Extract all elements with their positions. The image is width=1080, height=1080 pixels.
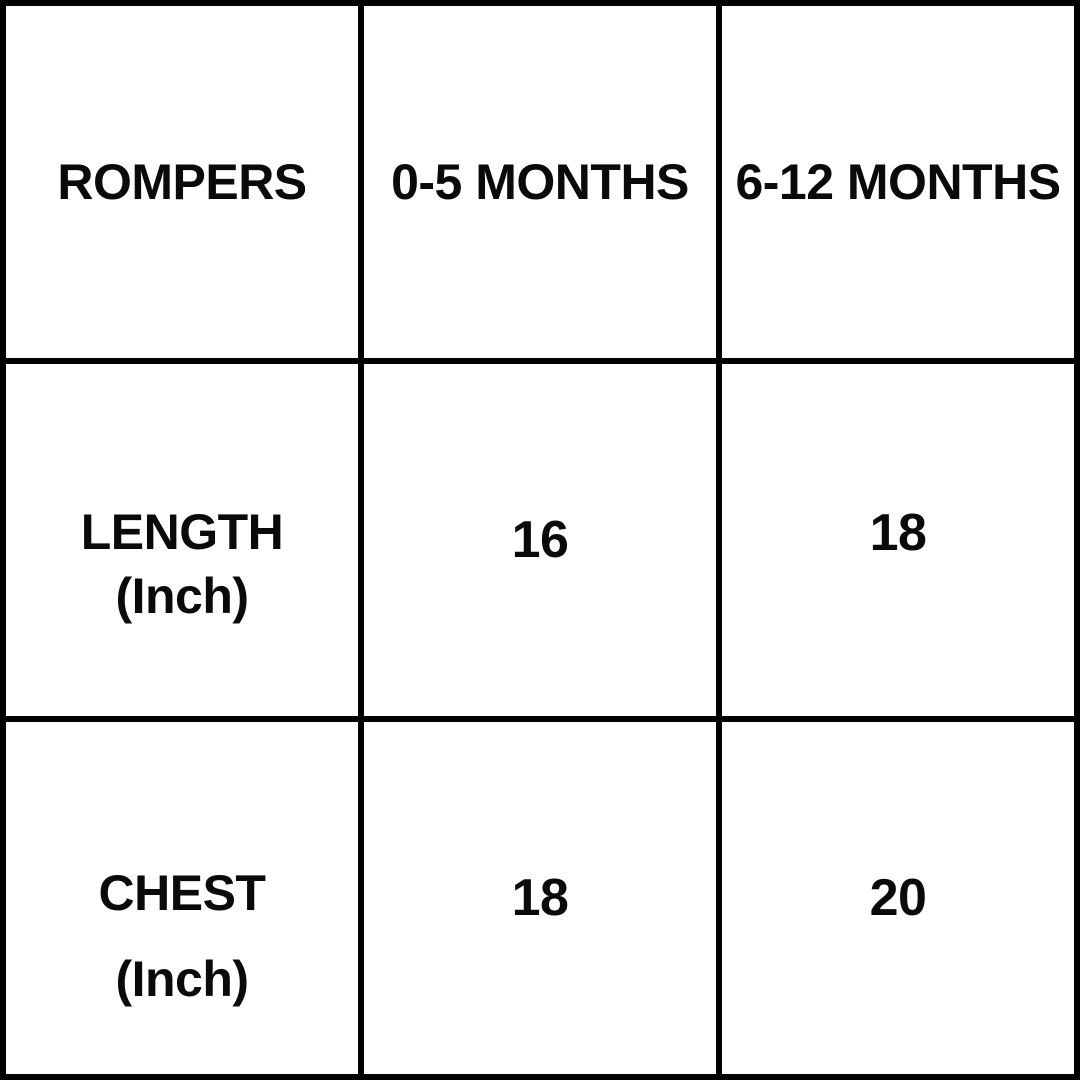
length-6-12-value: 18 (869, 504, 927, 562)
header-cell-6-12-months: 6-12 MONTHS (722, 6, 1074, 358)
length-0-5-value: 16 (511, 511, 569, 569)
length-label: LENGTH (Inch) (81, 503, 284, 625)
value-cell-length-0-5: 16 (364, 364, 716, 716)
value-cell-length-6-12: 18 (722, 364, 1074, 716)
chest-label: CHEST (Inch) (99, 864, 266, 1008)
header-cell-0-5-months: 0-5 MONTHS (364, 6, 716, 358)
chest-0-5-value: 18 (511, 869, 569, 927)
table-title: ROMPERS (57, 154, 307, 210)
value-cell-chest-0-5: 18 (364, 722, 716, 1074)
row-label-cell-length: LENGTH (Inch) (6, 364, 358, 716)
header-cell-rompers: ROMPERS (6, 6, 358, 358)
length-label-unit: (Inch) (115, 568, 249, 624)
row-label-cell-chest: CHEST (Inch) (6, 722, 358, 1074)
column-header-6-12-months: 6-12 MONTHS (735, 154, 1061, 210)
value-cell-chest-6-12: 20 (722, 722, 1074, 1074)
chest-label-unit: (Inch) (115, 951, 249, 1007)
length-label-line1: LENGTH (80, 504, 284, 560)
chest-6-12-value: 20 (869, 869, 927, 927)
column-header-0-5-months: 0-5 MONTHS (391, 154, 689, 210)
chest-label-line1: CHEST (98, 865, 266, 921)
